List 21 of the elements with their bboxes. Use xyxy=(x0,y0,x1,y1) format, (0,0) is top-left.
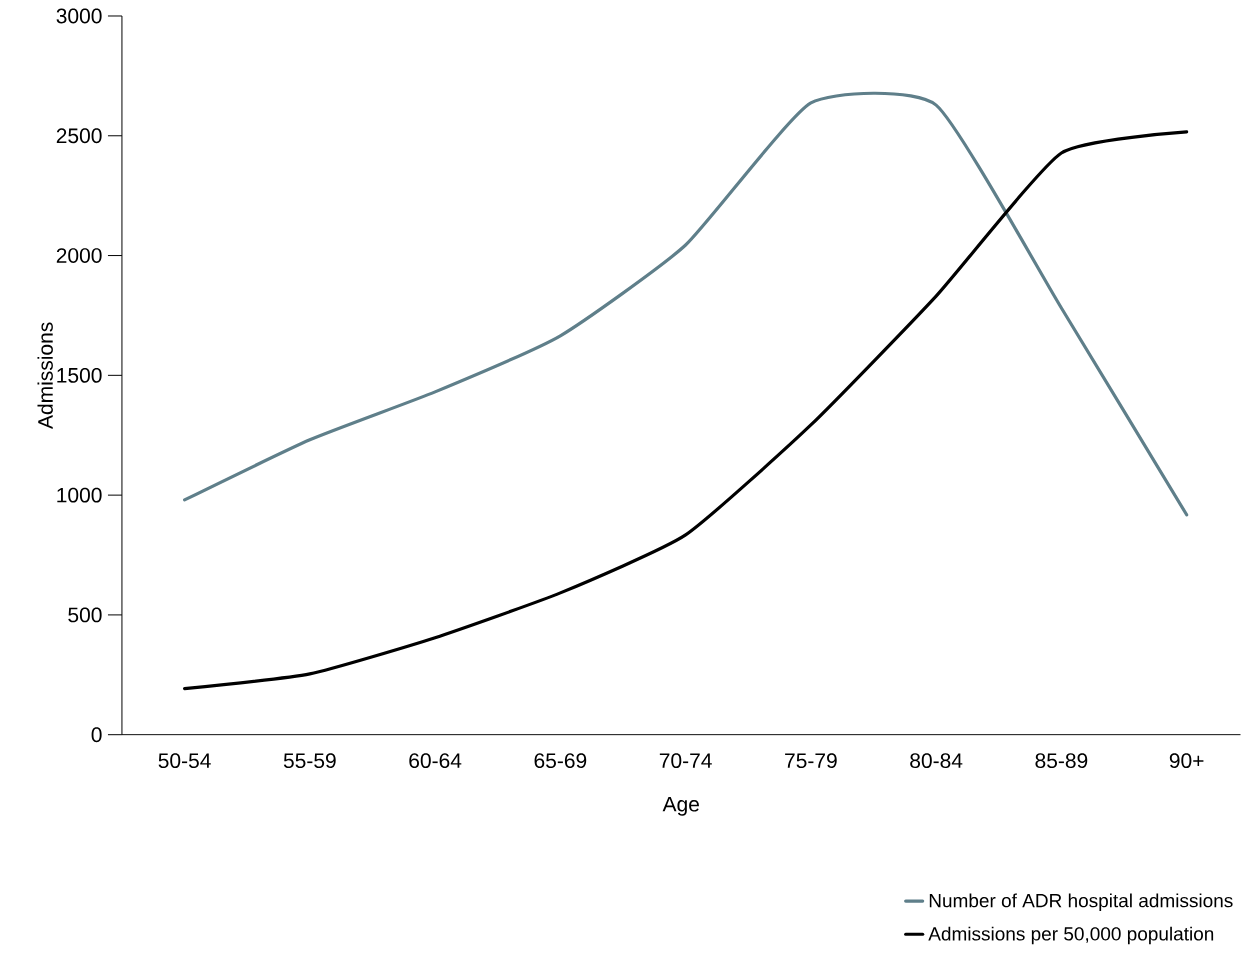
line-series xyxy=(182,130,1189,691)
x-tick-label: 65-69 xyxy=(534,753,587,769)
x-tick-label: 55-59 xyxy=(283,753,336,769)
legend-label: Admissions per 50,000 population xyxy=(928,926,1214,945)
x-tick-label: 90+ xyxy=(1169,753,1204,769)
y-tick-label: 1500 xyxy=(57,368,102,383)
y-axis-title: Admissions xyxy=(37,322,53,430)
y-tick-label: 500 xyxy=(68,607,102,623)
x-tick-label: 70-74 xyxy=(659,753,712,769)
x-tick-label: 50-54 xyxy=(158,753,211,769)
legend-label: Number of ADR hospital admissions xyxy=(929,893,1233,912)
x-tick-label: 60-64 xyxy=(409,753,462,769)
x-axis-title: Age xyxy=(662,797,699,816)
y-tick-label: 3000 xyxy=(56,8,102,24)
y-tick-label: 2500 xyxy=(56,128,102,144)
x-tick-label: 80-84 xyxy=(910,753,963,769)
x-tick-label: 85-89 xyxy=(1035,753,1088,769)
y-tick-label: 0 xyxy=(91,727,102,743)
y-tick-label: 1000 xyxy=(57,487,102,503)
y-tick-label: 2000 xyxy=(56,248,102,264)
x-tick-label: 75-79 xyxy=(785,753,837,769)
